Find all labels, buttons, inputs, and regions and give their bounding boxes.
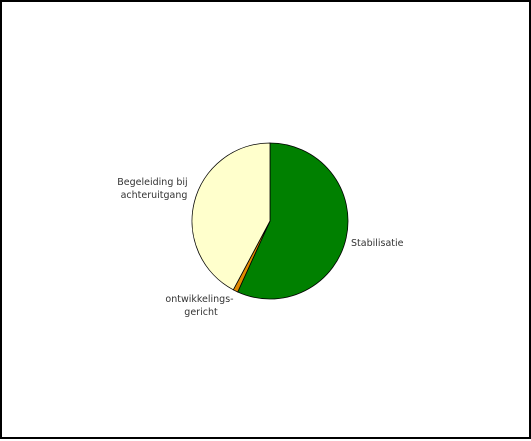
pie-slice-2 [191, 142, 271, 291]
pie-slice-0 [237, 142, 349, 300]
slice-label-ontwikkelingsgericht: ontwikkelings- gericht [165, 294, 236, 318]
pie-labels: Stabilisatie ontwikkelings- gericht Bege… [117, 177, 403, 318]
slice-label-stabilisatie: Stabilisatie [351, 238, 404, 249]
pie-slices [191, 142, 349, 300]
slice-label-begeleiding: Begeleiding bij achteruitgang [117, 177, 190, 201]
